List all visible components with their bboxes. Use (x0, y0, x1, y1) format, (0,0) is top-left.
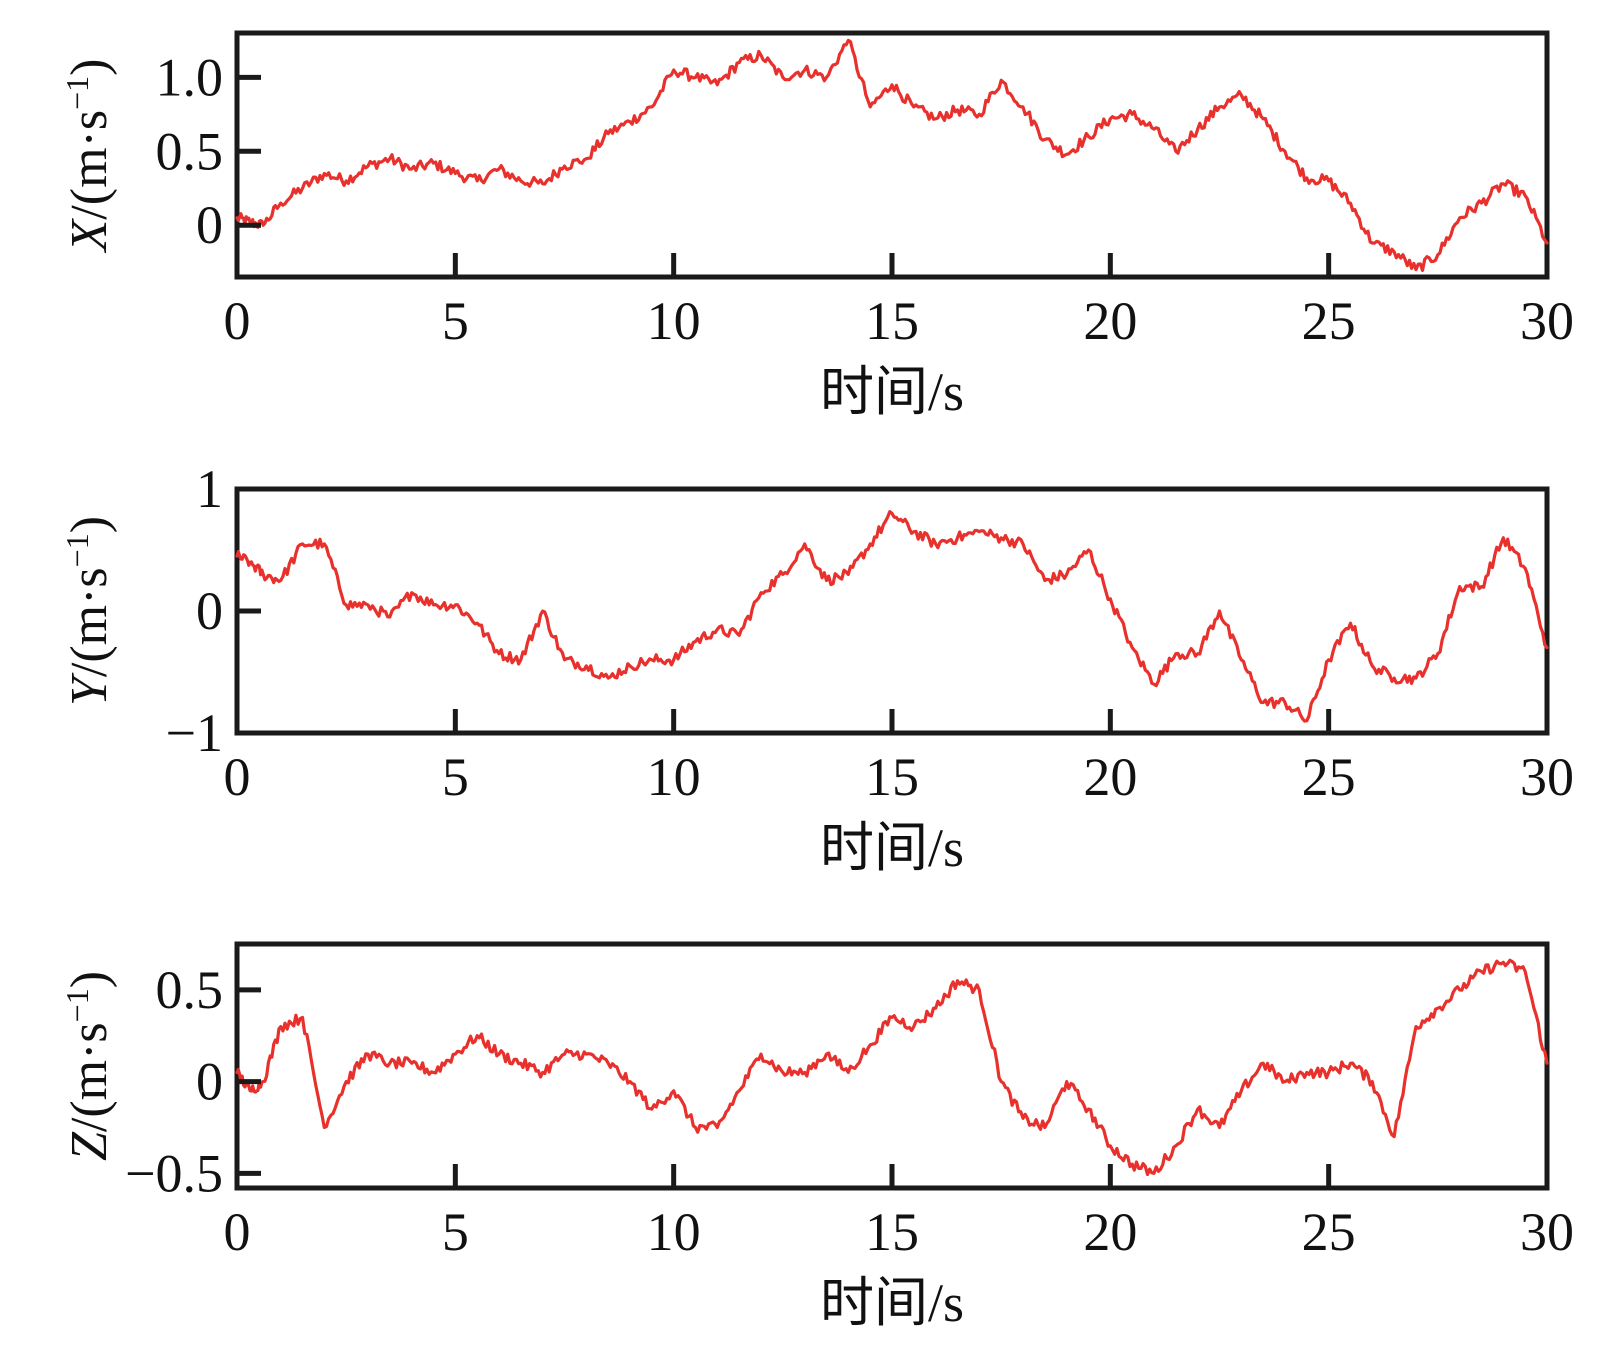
y-tick-label: 1.0 (156, 47, 224, 107)
y-tick-label: 0 (196, 1052, 223, 1112)
y-axis-variable: Y (61, 672, 118, 706)
y-axis-unit: /(m·s (61, 567, 118, 677)
x-axis-label: 时间/s (820, 818, 964, 878)
y-axis-unit: /(m·s (61, 1022, 118, 1132)
chart-panel-3: 0 5 10 15 20 25 30−0.500.5时间/sZ/(m·s−1) (59, 941, 1574, 1333)
y-tick-label: −1 (166, 703, 223, 763)
x-tick-label: 20 (1083, 291, 1137, 351)
y-axis-label: Z/(m·s−1) (59, 971, 118, 1161)
x-tick-label: 5 (442, 747, 469, 807)
x-tick-label: 25 (1302, 291, 1356, 351)
x-tick-label: 30 (1520, 291, 1574, 351)
y-tick-label: 0 (196, 581, 223, 641)
plot-frame (234, 486, 1550, 736)
x-axis-label: 时间/s (820, 362, 964, 422)
x-tick-label: 10 (647, 1202, 701, 1262)
y-axis-variable: X (61, 217, 118, 253)
y-axis-variable: Z (61, 1131, 118, 1161)
y-axis-unit-exponent: −1 (59, 533, 95, 567)
plot-frame (234, 30, 1550, 280)
x-tick-label: 0 (224, 291, 251, 351)
series-line-z (235, 958, 1549, 1177)
chart-panel-1: 0 5 10 15 20 25 30 0 0.5 1.0 时间/s X/(m·s−1) (59, 30, 1574, 422)
y-tick-label: 0.5 (156, 960, 224, 1020)
y-axis-label: X/(m·s−1) (59, 59, 118, 254)
x-tick-label: 0 (224, 1202, 251, 1262)
series-line-y (235, 510, 1549, 723)
x-axis-label: 时间/s (820, 1273, 964, 1333)
x-tick-label: 15 (865, 291, 919, 351)
x-tick-label: 20 (1083, 747, 1137, 807)
x-tick-label: 25 (1302, 1202, 1356, 1262)
x-tick-label: 15 (865, 747, 919, 807)
y-tick-label: 0.5 (156, 121, 224, 181)
y-axis-unit-exponent: −1 (59, 988, 95, 1022)
x-tick-label: 0 (224, 747, 251, 807)
x-tick-label: 10 (647, 747, 701, 807)
x-tick-label: 5 (442, 1202, 469, 1262)
x-tick-label: 20 (1083, 1202, 1137, 1262)
x-tick-label: 15 (865, 1202, 919, 1262)
y-axis-label: Y/(m·s−1) (59, 516, 118, 706)
y-tick-label: 0 (196, 195, 223, 255)
x-tick-label: 30 (1520, 1202, 1574, 1262)
y-axis-unit: /(m·s (61, 110, 118, 220)
series-line-x (235, 38, 1549, 272)
x-tick-label: 25 (1302, 747, 1356, 807)
y-tick-label: −0.5 (125, 1143, 223, 1203)
x-tick-label: 10 (647, 291, 701, 351)
y-axis-unit-exponent: −1 (59, 76, 95, 110)
y-tick-label: 1 (196, 459, 223, 519)
x-tick-label: 30 (1520, 747, 1574, 807)
x-tick-label: 5 (442, 291, 469, 351)
